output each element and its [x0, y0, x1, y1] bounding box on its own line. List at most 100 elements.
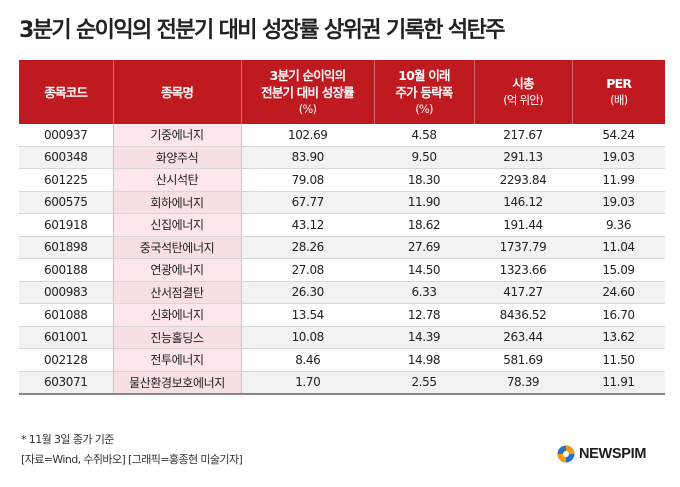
cell-change: 11.90 — [374, 191, 474, 214]
header-mcap: 시총 (억 위안) — [473, 60, 572, 124]
cell-change: 14.50 — [374, 258, 474, 282]
table-row: 601898 중국석탄에너지 28.26 27.69 1737.79 11.04 — [19, 236, 665, 259]
header-growth-unit: (%) — [298, 101, 317, 116]
cell-change: 27.69 — [374, 236, 474, 259]
header-name: 종목명 — [112, 60, 241, 124]
table-header-row: 종목코드 종목명 3분기 순이익의 전분기 대비 성장률 (%) 10월 이래 … — [19, 60, 665, 124]
header-change-unit: (%) — [415, 101, 433, 116]
table-row: 601225 산시석탄 79.08 18.30 2293.84 11.99 — [19, 168, 665, 192]
cell-growth: 10.08 — [241, 326, 374, 349]
cell-name: 신화에너지 — [112, 303, 242, 327]
cell-name: 산시석탄 — [112, 168, 242, 192]
cell-per: 24.60 — [572, 281, 665, 304]
cell-mcap: 78.39 — [474, 371, 572, 395]
cell-code: 000983 — [19, 281, 113, 304]
header-code: 종목코드 — [19, 60, 113, 124]
cell-code: 000937 — [19, 124, 113, 147]
cell-per: 11.99 — [572, 168, 665, 192]
cell-per: 19.03 — [572, 146, 665, 169]
stock-table: 종목코드 종목명 3분기 순이익의 전분기 대비 성장률 (%) 10월 이래 … — [19, 60, 665, 395]
cell-per: 16.70 — [572, 303, 665, 327]
header-mcap-label: 시총 — [512, 76, 534, 91]
header-mcap-unit: (억 위안) — [503, 93, 543, 107]
cell-change: 2.55 — [374, 371, 474, 395]
header-growth-line1: 3분기 순이익의 — [269, 67, 346, 83]
table-row: 603071 물산환경보호에너지 1.70 2.55 78.39 11.91 — [19, 371, 665, 395]
table-row: 601918 신집에너지 43.12 18.62 191.44 9.36 — [19, 213, 665, 237]
cell-mcap: 191.44 — [474, 213, 572, 237]
header-change-line2: 주가 등락폭 — [395, 84, 453, 100]
cell-mcap: 1323.66 — [474, 258, 572, 282]
cell-code: 002128 — [19, 348, 113, 372]
cell-mcap: 8436.52 — [474, 303, 572, 327]
cell-mcap: 217.67 — [474, 124, 572, 147]
header-name-label: 종목명 — [160, 84, 194, 100]
newspim-logo-icon — [557, 445, 575, 463]
header-growth: 3분기 순이익의 전분기 대비 성장률 (%) — [240, 60, 374, 124]
cell-per: 11.04 — [572, 236, 665, 259]
header-code-label: 종목코드 — [44, 84, 88, 100]
cell-mcap: 417.27 — [474, 281, 572, 304]
cell-mcap: 146.12 — [474, 191, 572, 214]
cell-growth: 28.26 — [241, 236, 374, 259]
header-change-line1: 10월 이래 — [398, 67, 450, 83]
table-row: 601088 신화에너지 13.54 12.78 8436.52 16.70 — [19, 303, 665, 327]
header-per: PER (배) — [571, 60, 665, 124]
cell-mcap: 1737.79 — [474, 236, 572, 259]
cell-name: 연광에너지 — [112, 258, 242, 282]
table-row: 600188 연광에너지 27.08 14.50 1323.66 15.09 — [19, 258, 665, 282]
table-row: 000937 기중에너지 102.69 4.58 217.67 54.24 — [19, 124, 665, 147]
cell-code: 601001 — [19, 326, 113, 349]
cell-growth: 1.70 — [241, 371, 374, 395]
header-change: 10월 이래 주가 등락폭 (%) — [373, 60, 474, 124]
cell-change: 12.78 — [374, 303, 474, 327]
header-growth-line2: 전분기 대비 성장률 — [261, 84, 355, 100]
cell-name: 물산환경보호에너지 — [112, 371, 242, 395]
cell-code: 601918 — [19, 213, 113, 237]
cell-growth: 83.90 — [241, 146, 374, 169]
cell-change: 9.50 — [374, 146, 474, 169]
cell-per: 11.91 — [572, 371, 665, 395]
cell-name: 중국석탄에너지 — [112, 236, 242, 259]
cell-change: 18.30 — [374, 168, 474, 192]
cell-code: 603071 — [19, 371, 113, 395]
cell-name: 진능홀딩스 — [112, 326, 242, 349]
cell-code: 601225 — [19, 168, 113, 192]
cell-name: 전투에너지 — [112, 348, 242, 372]
cell-name: 화양주식 — [112, 146, 242, 169]
cell-mcap: 291.13 — [474, 146, 572, 169]
cell-change: 14.98 — [374, 348, 474, 372]
cell-growth: 79.08 — [241, 168, 374, 192]
table-row: 601001 진능홀딩스 10.08 14.39 263.44 13.62 — [19, 326, 665, 349]
cell-growth: 27.08 — [241, 258, 374, 282]
cell-growth: 26.30 — [241, 281, 374, 304]
cell-growth: 67.77 — [241, 191, 374, 214]
newspim-logo: NEWSPIM — [557, 445, 646, 463]
cell-code: 600188 — [19, 258, 113, 282]
table-row: 600575 회하에너지 67.77 11.90 146.12 19.03 — [19, 191, 665, 214]
cell-mcap: 2293.84 — [474, 168, 572, 192]
cell-change: 18.62 — [374, 213, 474, 237]
cell-per: 54.24 — [572, 124, 665, 147]
cell-per: 13.62 — [572, 326, 665, 349]
cell-change: 4.58 — [374, 124, 474, 147]
cell-per: 19.03 — [572, 191, 665, 214]
cell-growth: 13.54 — [241, 303, 374, 327]
cell-code: 600348 — [19, 146, 113, 169]
header-per-label: PER — [606, 76, 632, 91]
table-row: 000983 산서점결탄 26.30 6.33 417.27 24.60 — [19, 281, 665, 304]
cell-name: 기중에너지 — [112, 124, 242, 147]
cell-mcap: 263.44 — [474, 326, 572, 349]
page-title: 3분기 순이익의 전분기 대비 성장률 상위권 기록한 석탄주 — [19, 18, 505, 43]
cell-code: 601088 — [19, 303, 113, 327]
header-per-unit: (배) — [610, 93, 628, 107]
cell-per: 9.36 — [572, 213, 665, 237]
cell-growth: 8.46 — [241, 348, 374, 372]
cell-per: 11.50 — [572, 348, 665, 372]
footnote: * 11월 3일 종가 기준 — [21, 433, 114, 446]
cell-growth: 43.12 — [241, 213, 374, 237]
cell-name: 신집에너지 — [112, 213, 242, 237]
table-row: 600348 화양주식 83.90 9.50 291.13 19.03 — [19, 146, 665, 169]
newspim-logo-text: NEWSPIM — [579, 446, 647, 462]
source-credit: [자료=Wind, 수쥐바오] [그래픽=홍종현 미술기자] — [21, 453, 243, 466]
